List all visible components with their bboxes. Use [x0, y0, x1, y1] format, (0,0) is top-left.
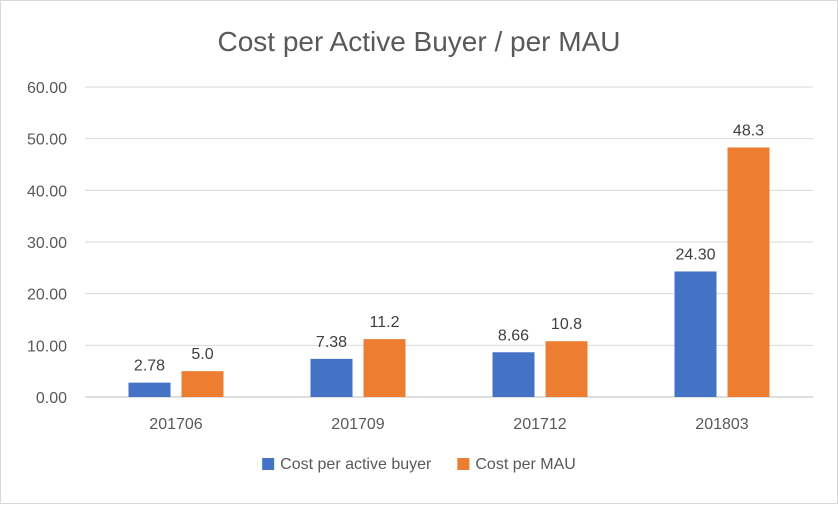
bar [128, 382, 171, 397]
data-labels: 2.78 5.0 7.38 11.2 8.66 10.8 24.30 48.3 [134, 122, 764, 374]
data-label: 2.78 [134, 358, 165, 375]
gridlines [85, 86, 813, 398]
data-label: 7.38 [316, 334, 347, 351]
data-label: 10.8 [551, 316, 582, 333]
y-tick-label: 10.00 [27, 338, 67, 355]
chart-title: Cost per Active Buyer / per MAU [217, 26, 620, 57]
legend-swatch [262, 458, 275, 470]
bar [492, 352, 535, 397]
data-label: 11.2 [370, 314, 400, 331]
y-tick-label: 30.00 [27, 235, 67, 252]
x-tick-label: 201706 [149, 416, 202, 433]
data-label: 8.66 [498, 327, 529, 344]
legend-item: Cost per active buyer [262, 456, 432, 473]
data-label: 5.0 [191, 346, 213, 363]
legend-item: Cost per MAU [457, 456, 576, 473]
legend-label: Cost per MAU [475, 456, 575, 473]
y-tick-label: 0.00 [36, 390, 67, 407]
x-tick-label: 201709 [331, 416, 384, 433]
x-tick-label: 201803 [695, 416, 748, 433]
y-tick-label: 40.00 [27, 183, 67, 200]
data-label: 24.30 [675, 246, 715, 263]
legend-swatch [457, 458, 470, 470]
bar [545, 341, 588, 397]
bar [181, 371, 224, 397]
bar [363, 339, 406, 397]
y-axis-ticks: 0.00 10.00 20.00 30.00 40.00 50.00 60.00 [27, 80, 67, 407]
bar [674, 271, 717, 397]
y-tick-label: 60.00 [27, 80, 67, 97]
x-tick-label: 201712 [513, 416, 566, 433]
bar [727, 147, 770, 397]
bars [128, 147, 770, 397]
data-label: 48.3 [733, 122, 764, 139]
x-axis-ticks: 201706 201709 201712 201803 [149, 416, 748, 433]
y-tick-label: 20.00 [27, 287, 67, 304]
y-tick-label: 50.00 [27, 132, 67, 149]
bar [310, 358, 353, 397]
legend: Cost per active buyer Cost per MAU [262, 456, 576, 473]
legend-label: Cost per active buyer [280, 456, 432, 473]
